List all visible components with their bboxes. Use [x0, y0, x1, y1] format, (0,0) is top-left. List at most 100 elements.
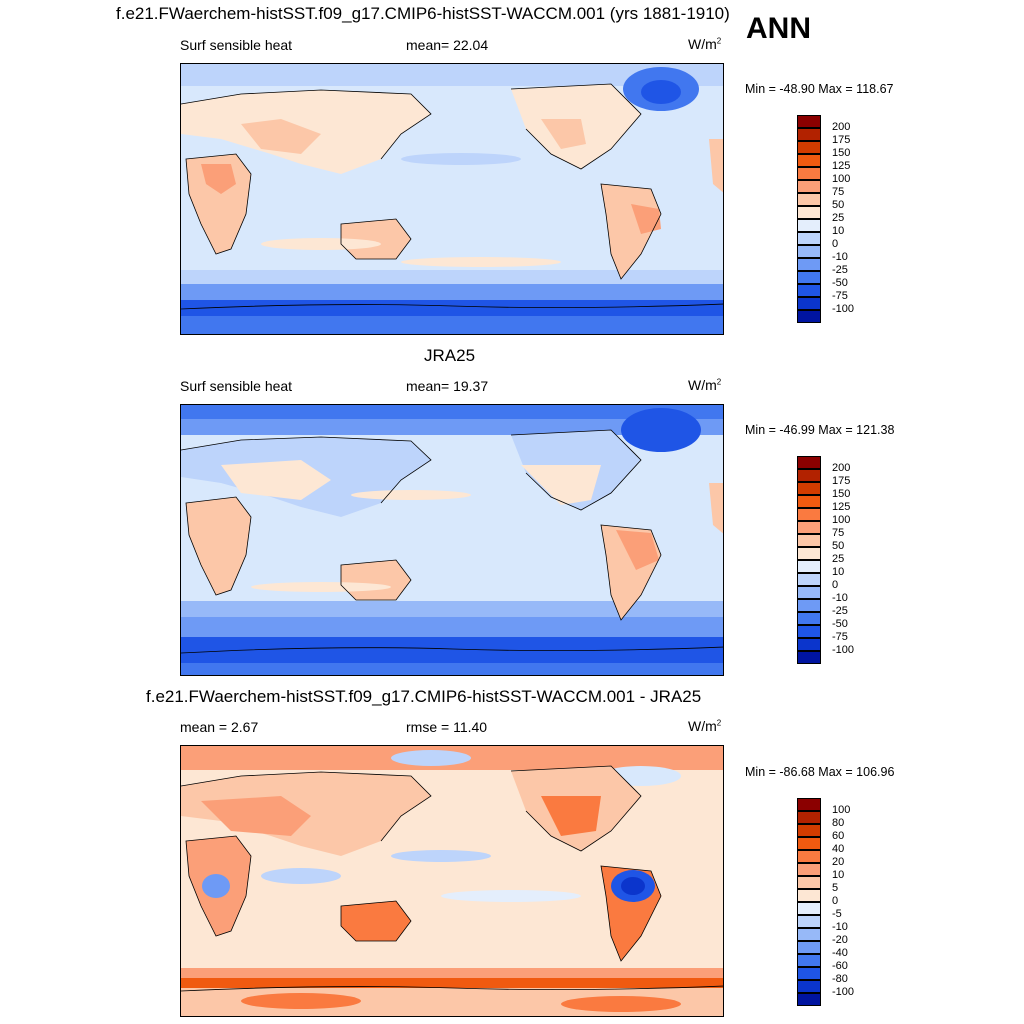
colorbar-label: -50 — [832, 277, 848, 289]
colorbar-label: 100 — [832, 804, 851, 816]
colorbar-label: 10 — [832, 225, 845, 237]
colorbar-swatch — [797, 271, 821, 284]
panel-1-variable-label: Surf sensible heat — [180, 37, 293, 53]
colorbar-label: -100 — [832, 986, 855, 998]
panel-1-colorbar-swatches — [797, 115, 821, 323]
colorbar-swatch — [797, 850, 821, 863]
colorbar-label: 50 — [832, 199, 845, 211]
colorbar-swatch — [797, 469, 821, 482]
colorbar-swatch — [797, 297, 821, 310]
colorbar-label: -75 — [832, 290, 848, 302]
colorbar-swatch — [797, 915, 821, 928]
panel-1-colorbar — [797, 115, 821, 323]
colorbar-swatch — [797, 206, 821, 219]
colorbar-swatch — [797, 154, 821, 167]
colorbar-swatch — [797, 651, 821, 664]
colorbar-label: 0 — [832, 579, 839, 591]
colorbar-swatch — [797, 928, 821, 941]
colorbar-swatch — [797, 232, 821, 245]
colorbar-label: -10 — [832, 921, 848, 933]
colorbar-swatch — [797, 612, 821, 625]
panel-2-mean-label: mean= 19.37 — [406, 378, 489, 394]
colorbar-swatch — [797, 534, 821, 547]
colorbar-label: 10 — [832, 869, 845, 881]
panel-3-minmax: Min = -86.68 Max = 106.96 — [745, 765, 895, 779]
colorbar-swatch — [797, 599, 821, 612]
colorbar-label: 5 — [832, 882, 839, 894]
colorbar-label: -10 — [832, 251, 848, 263]
colorbar-label: 80 — [832, 817, 845, 829]
colorbar-swatch — [797, 941, 821, 954]
panel-1-minmax: Min = -48.90 Max = 118.67 — [745, 82, 894, 96]
panel-2-map — [180, 404, 724, 676]
colorbar-label: 200 — [832, 462, 851, 474]
panel-2-minmax: Min = -46.99 Max = 121.38 — [745, 423, 895, 437]
colorbar-label: -10 — [832, 592, 848, 604]
panel-1-map — [180, 63, 724, 335]
colorbar-label: 100 — [832, 514, 851, 526]
colorbar-swatch — [797, 219, 821, 232]
colorbar-swatch — [797, 482, 821, 495]
colorbar-label: 60 — [832, 830, 845, 842]
colorbar-swatch — [797, 954, 821, 967]
colorbar-label: 175 — [832, 475, 851, 487]
colorbar-swatch — [797, 586, 821, 599]
colorbar-label: 25 — [832, 212, 845, 224]
colorbar-label: -25 — [832, 264, 848, 276]
panel-2-colorbar — [797, 456, 821, 664]
colorbar-label: 75 — [832, 527, 845, 539]
colorbar-label: -40 — [832, 947, 848, 959]
colorbar-label: 200 — [832, 121, 851, 133]
colorbar-swatch — [797, 889, 821, 902]
panel-3-mean-label: mean = 2.67 — [180, 719, 259, 735]
colorbar-swatch — [797, 258, 821, 271]
colorbar-swatch — [797, 508, 821, 521]
panel-3-title: f.e21.FWaerchem-histSST.f09_g17.CMIP6-hi… — [146, 687, 702, 706]
colorbar-swatch — [797, 967, 821, 980]
colorbar-swatch — [797, 284, 821, 297]
colorbar-swatch — [797, 167, 821, 180]
panel-2-units: W/m2 — [688, 377, 722, 393]
colorbar-swatch — [797, 547, 821, 560]
colorbar-label: 150 — [832, 488, 851, 500]
colorbar-swatch — [797, 180, 821, 193]
colorbar-swatch — [797, 980, 821, 993]
colorbar-label: -80 — [832, 973, 848, 985]
colorbar-swatch — [797, 902, 821, 915]
colorbar-label: 20 — [832, 856, 845, 868]
colorbar-swatch — [797, 837, 821, 850]
colorbar-swatch — [797, 811, 821, 824]
season-label: ANN — [746, 12, 811, 45]
colorbar-label: 0 — [832, 895, 839, 907]
colorbar-swatch — [797, 456, 821, 469]
colorbar-label: 40 — [832, 843, 845, 855]
colorbar-swatch — [797, 495, 821, 508]
colorbar-label: 10 — [832, 566, 845, 578]
colorbar-swatch — [797, 798, 821, 811]
colorbar-label: 125 — [832, 501, 851, 513]
panel-3-units: W/m2 — [688, 718, 722, 734]
colorbar-label: -5 — [832, 908, 842, 920]
panel-3-map — [180, 745, 724, 1017]
colorbar-label: 150 — [832, 147, 851, 159]
colorbar-swatch — [797, 193, 821, 206]
colorbar-label: 50 — [832, 540, 845, 552]
colorbar-swatch — [797, 560, 821, 573]
colorbar-label: -100 — [832, 303, 855, 315]
colorbar-swatch — [797, 876, 821, 889]
panel-2-variable-label: Surf sensible heat — [180, 378, 293, 394]
colorbar-swatch — [797, 993, 821, 1006]
panel-3-rmse-label: rmse = 11.40 — [406, 719, 488, 735]
colorbar-label: -60 — [832, 960, 848, 972]
colorbar-swatch — [797, 863, 821, 876]
colorbar-swatch — [797, 115, 821, 128]
panel-2-colorbar-swatches — [797, 456, 821, 664]
colorbar-swatch — [797, 824, 821, 837]
colorbar-label: 100 — [832, 173, 851, 185]
panel-2-title: JRA25 — [424, 346, 476, 365]
panel-3-colorbar-swatches — [797, 798, 821, 1006]
colorbar-label: 25 — [832, 553, 845, 565]
colorbar-label: 175 — [832, 134, 851, 146]
colorbar-label: -75 — [832, 631, 848, 643]
colorbar-label: -50 — [832, 618, 848, 630]
